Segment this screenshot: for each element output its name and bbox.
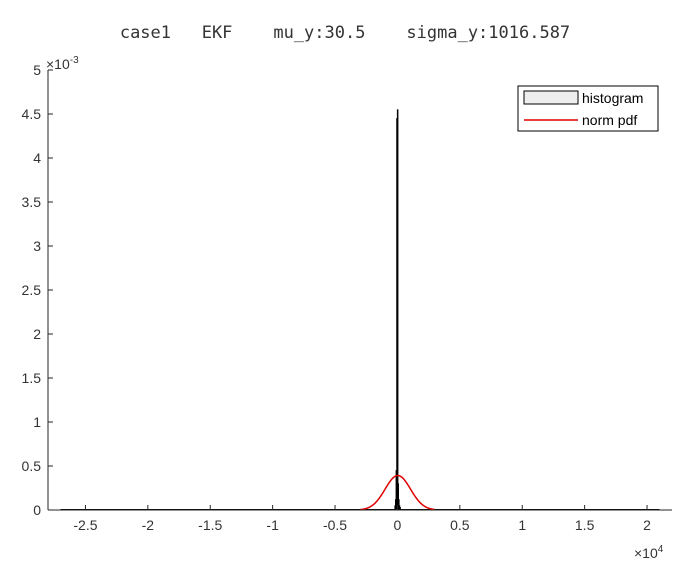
y-tick-label: 1 bbox=[33, 414, 41, 430]
x-tick-label: -1.5 bbox=[198, 517, 222, 533]
x-tick-label: -2 bbox=[142, 517, 155, 533]
x-tick-label: 2 bbox=[643, 517, 651, 533]
x-tick-label: -2.5 bbox=[73, 517, 97, 533]
x-tick-label: 0 bbox=[394, 517, 402, 533]
svg-text:×104: ×104 bbox=[634, 544, 664, 561]
x-multiplier-exp: 4 bbox=[658, 544, 664, 555]
y-tick-label: 1.5 bbox=[22, 370, 42, 386]
x-multiplier-base: ×10 bbox=[634, 545, 658, 561]
y-multiplier: ×10-3 bbox=[46, 55, 79, 72]
y-tick-label: 2.5 bbox=[22, 282, 42, 298]
y-tick-label: 0.5 bbox=[22, 458, 42, 474]
y-axis: 0 0.5 1 1.5 2 2.5 3 3.5 4 4.5 5 bbox=[22, 62, 53, 518]
y-multiplier-base: ×10 bbox=[46, 56, 70, 72]
x-tick-label: -1 bbox=[266, 517, 279, 533]
legend-histogram-label: histogram bbox=[582, 90, 643, 106]
y-tick-label: 4.5 bbox=[22, 106, 42, 122]
x-tick-label: 1 bbox=[518, 517, 526, 533]
y-tick-label: 0 bbox=[33, 502, 41, 518]
y-tick-label: 4 bbox=[33, 150, 41, 166]
x-tick-label: -0.5 bbox=[323, 517, 347, 533]
norm-pdf-line bbox=[359, 474, 435, 511]
y-tick-label: 2 bbox=[33, 326, 41, 342]
x-tick-label: 1.5 bbox=[575, 517, 595, 533]
legend-norm-pdf-label: norm pdf bbox=[582, 112, 637, 128]
y-tick-label: 3 bbox=[33, 238, 41, 254]
x-tick-label: 0.5 bbox=[450, 517, 470, 533]
histogram-bar bbox=[396, 109, 399, 511]
y-tick-label: 3.5 bbox=[22, 194, 42, 210]
y-tick-label: 5 bbox=[33, 62, 41, 78]
chart-title: case1 EKF mu_y:30.5 sigma_y:1016.587 bbox=[120, 23, 570, 43]
svg-text:×10-3: ×10-3 bbox=[46, 55, 79, 72]
legend: histogram norm pdf bbox=[517, 85, 659, 132]
y-multiplier-exp: -3 bbox=[70, 55, 79, 66]
x-multiplier: ×104 bbox=[634, 544, 664, 561]
legend-histogram-swatch bbox=[523, 90, 579, 105]
plot-area bbox=[60, 109, 660, 511]
x-axis: -2.5 -2 -1.5 -1 -0.5 0 0.5 1 1.5 2 bbox=[48, 505, 672, 533]
